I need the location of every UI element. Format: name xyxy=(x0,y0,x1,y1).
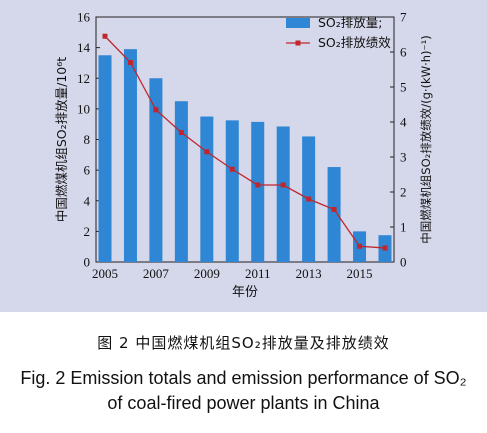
x-axis-label: 年份 xyxy=(232,285,258,300)
performance-point-2015 xyxy=(357,243,363,249)
legend-line-label: SO₂排放绩效 xyxy=(318,35,391,50)
caption-english-line-1: Fig. 2 Emission totals and emission perf… xyxy=(20,368,467,388)
x-tick-label: 2013 xyxy=(296,266,322,281)
left-y-tick-label: 14 xyxy=(77,40,91,55)
bar-2007 xyxy=(149,78,163,262)
right-y-tick-label: 7 xyxy=(400,10,407,25)
caption-chinese: 图 2 中国燃煤机组SO₂排放量及排放绩效 xyxy=(97,334,390,352)
right-y-tick-label: 5 xyxy=(400,80,407,95)
legend-line-marker xyxy=(295,40,301,46)
caption-english-line-2: of coal-fired power plants in China xyxy=(107,393,380,413)
performance-point-2016 xyxy=(382,245,388,251)
chart-background xyxy=(0,0,487,312)
performance-point-2010 xyxy=(229,166,235,172)
performance-point-2007 xyxy=(153,107,159,113)
performance-point-2006 xyxy=(127,60,133,65)
bar-2006 xyxy=(123,49,137,262)
left-y-tick-label: 0 xyxy=(84,255,91,270)
x-tick-label: 2015 xyxy=(347,266,373,281)
performance-point-2014 xyxy=(331,207,337,212)
right-y-tick-label: 4 xyxy=(400,115,407,130)
left-y-tick-label: 10 xyxy=(77,101,90,116)
left-y-axis-label: 中国燃煤机组SO₂排放量/10⁶t xyxy=(54,57,69,222)
left-y-tick-label: 16 xyxy=(77,10,91,25)
right-y-tick-label: 3 xyxy=(400,150,407,165)
performance-line xyxy=(104,35,386,249)
x-tick-label: 2011 xyxy=(245,266,271,281)
right-y-tick-label: 1 xyxy=(400,220,407,235)
performance-point-2013 xyxy=(306,196,312,202)
right-y-axis-label: 中国燃煤机组SO₂排放绩效/(g·(kW·h)⁻¹) xyxy=(419,35,433,243)
left-y-tick-label: 12 xyxy=(77,71,90,86)
left-y-tick-label: 2 xyxy=(84,224,91,239)
right-y-tick-label: 2 xyxy=(400,185,407,200)
x-tick-label: 2005 xyxy=(92,266,118,281)
performance-point-2005 xyxy=(102,33,108,39)
left-y-tick-label: 6 xyxy=(84,163,91,178)
bar-2010 xyxy=(225,120,239,262)
performance-point-2011 xyxy=(255,182,261,188)
legend-bar-label: SO₂排放量; xyxy=(318,15,383,30)
right-y-tick-label: 6 xyxy=(400,45,407,60)
left-y-tick-label: 8 xyxy=(84,132,91,147)
x-tick-label: 2007 xyxy=(143,266,170,281)
right-y-tick-label: 0 xyxy=(400,255,407,270)
bar-2008 xyxy=(174,101,188,262)
bar-2009 xyxy=(200,116,214,262)
bar-2012 xyxy=(276,126,290,262)
performance-point-2009 xyxy=(204,149,210,155)
x-tick-label: 2009 xyxy=(194,266,220,281)
bar-2011 xyxy=(251,121,265,262)
legend-bar-swatch xyxy=(286,18,310,28)
performance-point-2008 xyxy=(178,130,184,135)
bar-2014 xyxy=(327,167,341,262)
performance-point-2012 xyxy=(280,182,286,188)
bar-2005 xyxy=(98,55,112,262)
left-y-tick-label: 4 xyxy=(84,193,91,208)
